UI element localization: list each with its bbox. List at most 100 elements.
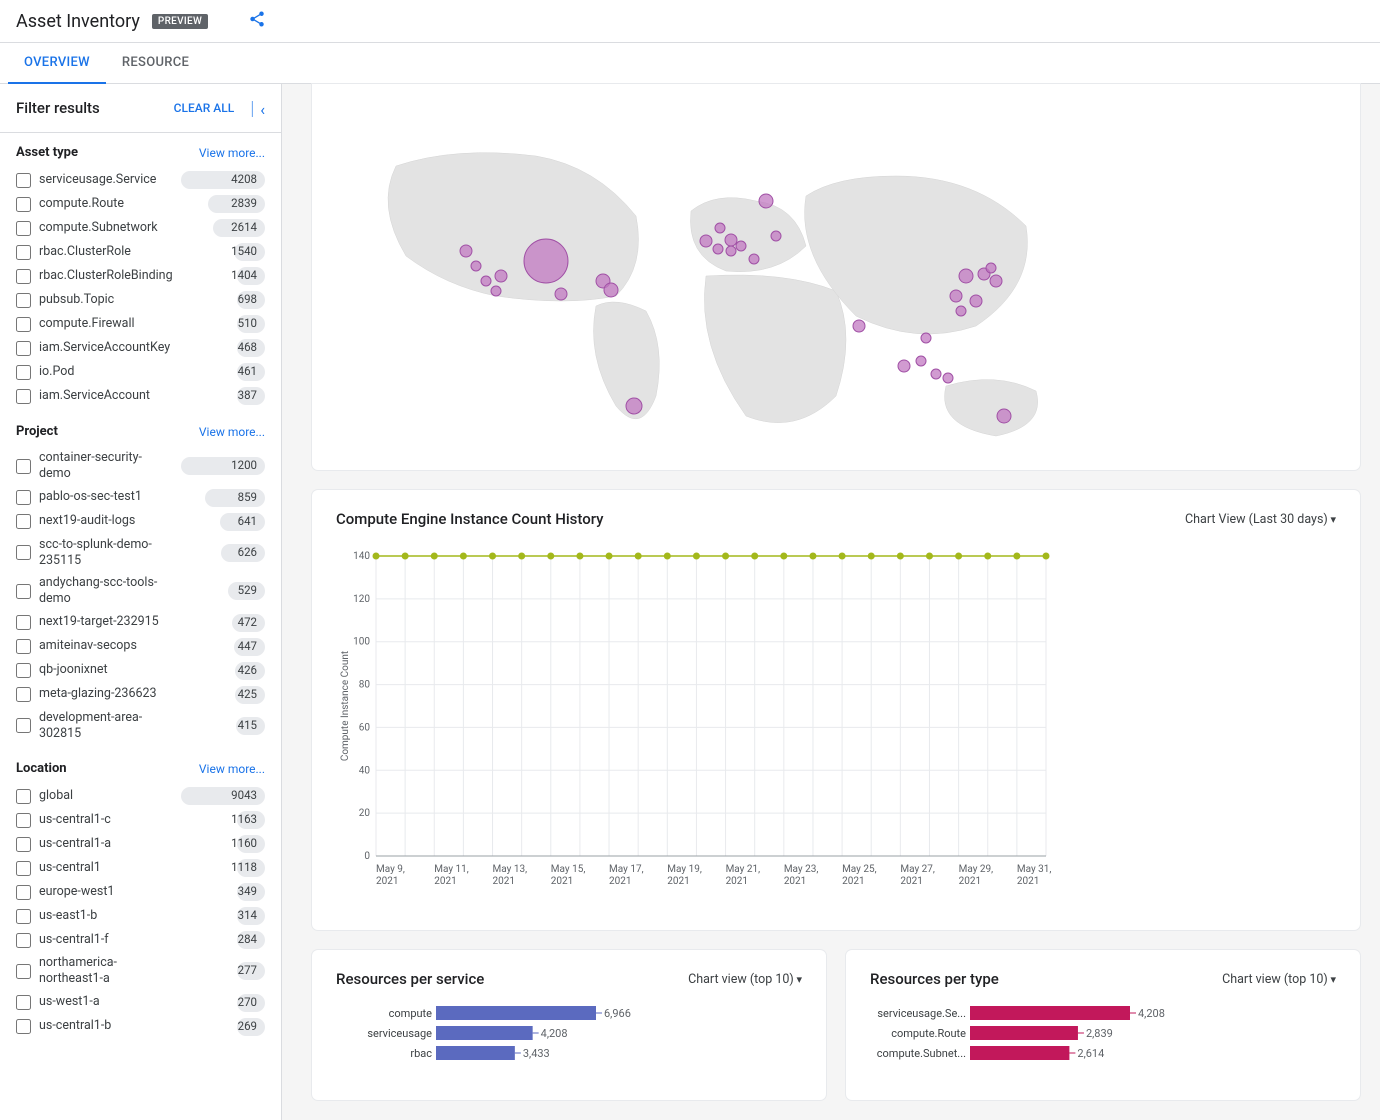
facet-checkbox[interactable] — [16, 197, 31, 212]
facet-label: pubsub.Topic — [39, 292, 173, 308]
per-service-card: Resources per service Chart view (top 10… — [312, 950, 826, 1100]
facet-checkbox[interactable] — [16, 173, 31, 188]
facet-checkbox[interactable] — [16, 885, 31, 900]
facet-checkbox[interactable] — [16, 995, 31, 1010]
facet-row[interactable]: andychang-scc-tools-demo 529 — [16, 572, 265, 611]
collapse-sidebar-icon[interactable]: ｜‹ — [244, 96, 265, 120]
facet-checkbox[interactable] — [16, 861, 31, 876]
facet-row[interactable]: europe-west1 349 — [16, 880, 265, 904]
facet-row[interactable]: us-west1-a 270 — [16, 991, 265, 1015]
facet-checkbox[interactable] — [16, 1019, 31, 1034]
svg-text:4,208: 4,208 — [541, 1027, 568, 1040]
facet-row[interactable]: compute.Route 2839 — [16, 192, 265, 216]
facet-count: 529 — [238, 583, 257, 597]
facet-checkbox[interactable] — [16, 365, 31, 380]
facet-row[interactable]: development-area-302815 415 — [16, 707, 265, 746]
map-dot — [916, 356, 926, 366]
facet-checkbox[interactable] — [16, 663, 31, 678]
facet-row[interactable]: iam.ServiceAccountKey 468 — [16, 336, 265, 360]
view-more-asset_type[interactable]: View more... — [199, 146, 265, 160]
facet-checkbox[interactable] — [16, 545, 31, 560]
facet-row[interactable]: us-central1-b 269 — [16, 1015, 265, 1039]
facet-checkbox[interactable] — [16, 639, 31, 654]
map-dot — [491, 286, 501, 296]
facet-checkbox[interactable] — [16, 317, 31, 332]
facet-checkbox[interactable] — [16, 459, 31, 474]
facet-checkbox[interactable] — [16, 514, 31, 529]
map-dot — [481, 276, 491, 286]
facet-checkbox[interactable] — [16, 789, 31, 804]
facet-checkbox[interactable] — [16, 615, 31, 630]
facet-row[interactable]: us-east1-b 314 — [16, 904, 265, 928]
map-dot — [898, 360, 910, 372]
facet-checkbox[interactable] — [16, 245, 31, 260]
facet-count: 387 — [238, 388, 257, 402]
facet-row[interactable]: pablo-os-sec-test1 859 — [16, 486, 265, 510]
tab-resource[interactable]: RESOURCE — [106, 43, 205, 83]
tab-overview[interactable]: OVERVIEW — [8, 43, 106, 84]
map-dot — [771, 231, 781, 241]
per-type-dropdown[interactable]: Chart view (top 10) — [1222, 972, 1336, 987]
map-dot — [495, 270, 507, 282]
facet-count: 510 — [238, 316, 257, 330]
facet-row[interactable]: meta-glazing-236623 425 — [16, 683, 265, 707]
svg-text:2021: 2021 — [959, 876, 981, 887]
facet-row[interactable]: compute.Subnetwork 2614 — [16, 216, 265, 240]
facet-label: amiteinav-secops — [39, 638, 173, 654]
share-icon[interactable] — [248, 10, 266, 32]
svg-text:100: 100 — [353, 637, 370, 648]
svg-text:120: 120 — [353, 594, 370, 605]
facet-label: qb-joonixnet — [39, 662, 173, 678]
facet-row[interactable]: next19-audit-logs 641 — [16, 510, 265, 534]
facet-row[interactable]: rbac.ClusterRoleBinding 1404 — [16, 264, 265, 288]
map-dot — [626, 398, 642, 414]
svg-text:40: 40 — [359, 765, 371, 776]
map-dot — [604, 283, 618, 297]
facet-count: 626 — [238, 545, 257, 559]
facet-row[interactable]: scc-to-splunk-demo-235115 626 — [16, 534, 265, 573]
view-more-location[interactable]: View more... — [199, 762, 265, 776]
facet-row[interactable]: us-central1-f 284 — [16, 928, 265, 952]
facet-row[interactable]: northamerica-northeast1-a 277 — [16, 952, 265, 991]
facet-checkbox[interactable] — [16, 687, 31, 702]
facet-row[interactable]: next19-target-232915 472 — [16, 611, 265, 635]
map-dot — [700, 235, 712, 247]
facet-checkbox[interactable] — [16, 389, 31, 404]
facet-row[interactable]: io.Pod 461 — [16, 360, 265, 384]
facet-checkbox[interactable] — [16, 584, 31, 599]
facet-checkbox[interactable] — [16, 341, 31, 356]
facet-row[interactable]: pubsub.Topic 698 — [16, 288, 265, 312]
facet-checkbox[interactable] — [16, 293, 31, 308]
facet-row[interactable]: compute.Firewall 510 — [16, 312, 265, 336]
facet-row[interactable]: global 9043 — [16, 784, 265, 808]
facet-checkbox[interactable] — [16, 490, 31, 505]
facet-row[interactable]: us-central1-a 1160 — [16, 832, 265, 856]
history-dropdown[interactable]: Chart View (Last 30 days) — [1185, 512, 1336, 527]
facet-checkbox[interactable] — [16, 933, 31, 948]
facet-label: us-central1-f — [39, 932, 173, 948]
facet-title-asset_type: Asset type — [16, 145, 78, 160]
facet-row[interactable]: qb-joonixnet 426 — [16, 659, 265, 683]
facet-checkbox[interactable] — [16, 909, 31, 924]
map-dot — [970, 295, 982, 307]
facet-row[interactable]: serviceusage.Service 4208 — [16, 168, 265, 192]
facet-row[interactable]: iam.ServiceAccount 387 — [16, 384, 265, 408]
facet-row[interactable]: us-central1-c 1163 — [16, 808, 265, 832]
svg-text:May 15,: May 15, — [551, 864, 586, 875]
facet-checkbox[interactable] — [16, 813, 31, 828]
facet-checkbox[interactable] — [16, 269, 31, 284]
facet-row[interactable]: container-security-demo 1200 — [16, 447, 265, 486]
facet-label: global — [39, 788, 173, 804]
facet-checkbox[interactable] — [16, 964, 31, 979]
facet-checkbox[interactable] — [16, 221, 31, 236]
facet-row[interactable]: rbac.ClusterRole 1540 — [16, 240, 265, 264]
view-more-project[interactable]: View more... — [199, 425, 265, 439]
facet-checkbox[interactable] — [16, 837, 31, 852]
facet-checkbox[interactable] — [16, 718, 31, 733]
facet-row[interactable]: amiteinav-secops 447 — [16, 635, 265, 659]
svg-text:May 11,: May 11, — [434, 864, 469, 875]
facet-count: 9043 — [231, 788, 257, 802]
per-service-dropdown[interactable]: Chart view (top 10) — [688, 972, 802, 987]
clear-all-button[interactable]: CLEAR ALL — [174, 101, 235, 115]
facet-row[interactable]: us-central1 1118 — [16, 856, 265, 880]
